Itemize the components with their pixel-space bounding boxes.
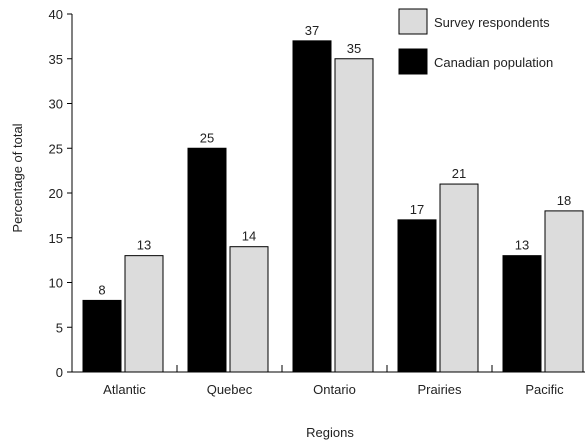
y-axis-title: Percentage of total (10, 123, 25, 232)
x-category-label: Pacific (525, 382, 564, 397)
legend: Survey respondents Canadian population (398, 8, 553, 75)
y-tick-label: 35 (49, 52, 63, 67)
y-tick-label: 0 (56, 365, 63, 380)
legend-swatch (398, 8, 428, 35)
bar (124, 255, 164, 373)
legend-swatch (398, 48, 428, 75)
x-axis-ticks: Atlantic Quebec Ontario Prairies Pacific (103, 365, 564, 397)
bar-value-label: 35 (347, 41, 361, 56)
bar-value-label: 37 (305, 23, 319, 38)
x-category-label: Quebec (207, 382, 253, 397)
y-tick-label: 5 (56, 320, 63, 335)
y-tick-label: 25 (49, 141, 63, 156)
bars (82, 40, 584, 373)
bar (397, 219, 437, 373)
bar-value-label: 13 (137, 238, 151, 253)
bar (334, 58, 374, 373)
bar-value-label: 13 (515, 238, 529, 253)
y-tick-label: 30 (49, 97, 63, 112)
legend-label: Canadian population (434, 55, 553, 70)
bar-value-label: 14 (242, 229, 256, 244)
bar (292, 40, 332, 373)
bar (82, 299, 122, 373)
y-tick-label: 10 (49, 276, 63, 291)
legend-label: Survey respondents (434, 15, 550, 30)
x-category-label: Prairies (417, 382, 462, 397)
x-category-label: Atlantic (103, 382, 146, 397)
bar (187, 147, 227, 373)
bar-value-label: 8 (98, 282, 105, 297)
x-category-label: Ontario (313, 382, 356, 397)
y-tick-label: 20 (49, 186, 63, 201)
bar-value-label: 25 (200, 130, 214, 145)
bar (229, 246, 269, 373)
y-axis-ticks: 0 5 10 15 20 25 30 35 40 (49, 7, 72, 380)
bar (502, 255, 542, 373)
y-tick-label: 40 (49, 7, 63, 22)
bar (544, 210, 584, 373)
y-tick-label: 15 (49, 231, 63, 246)
bar (439, 183, 479, 373)
bar-value-label: 21 (452, 166, 466, 181)
value-labels: 8 25 37 17 13 13 14 35 21 18 (98, 23, 571, 298)
bar-value-label: 18 (557, 193, 571, 208)
x-axis-title: Regions (306, 425, 354, 440)
bar-value-label: 17 (410, 202, 424, 217)
